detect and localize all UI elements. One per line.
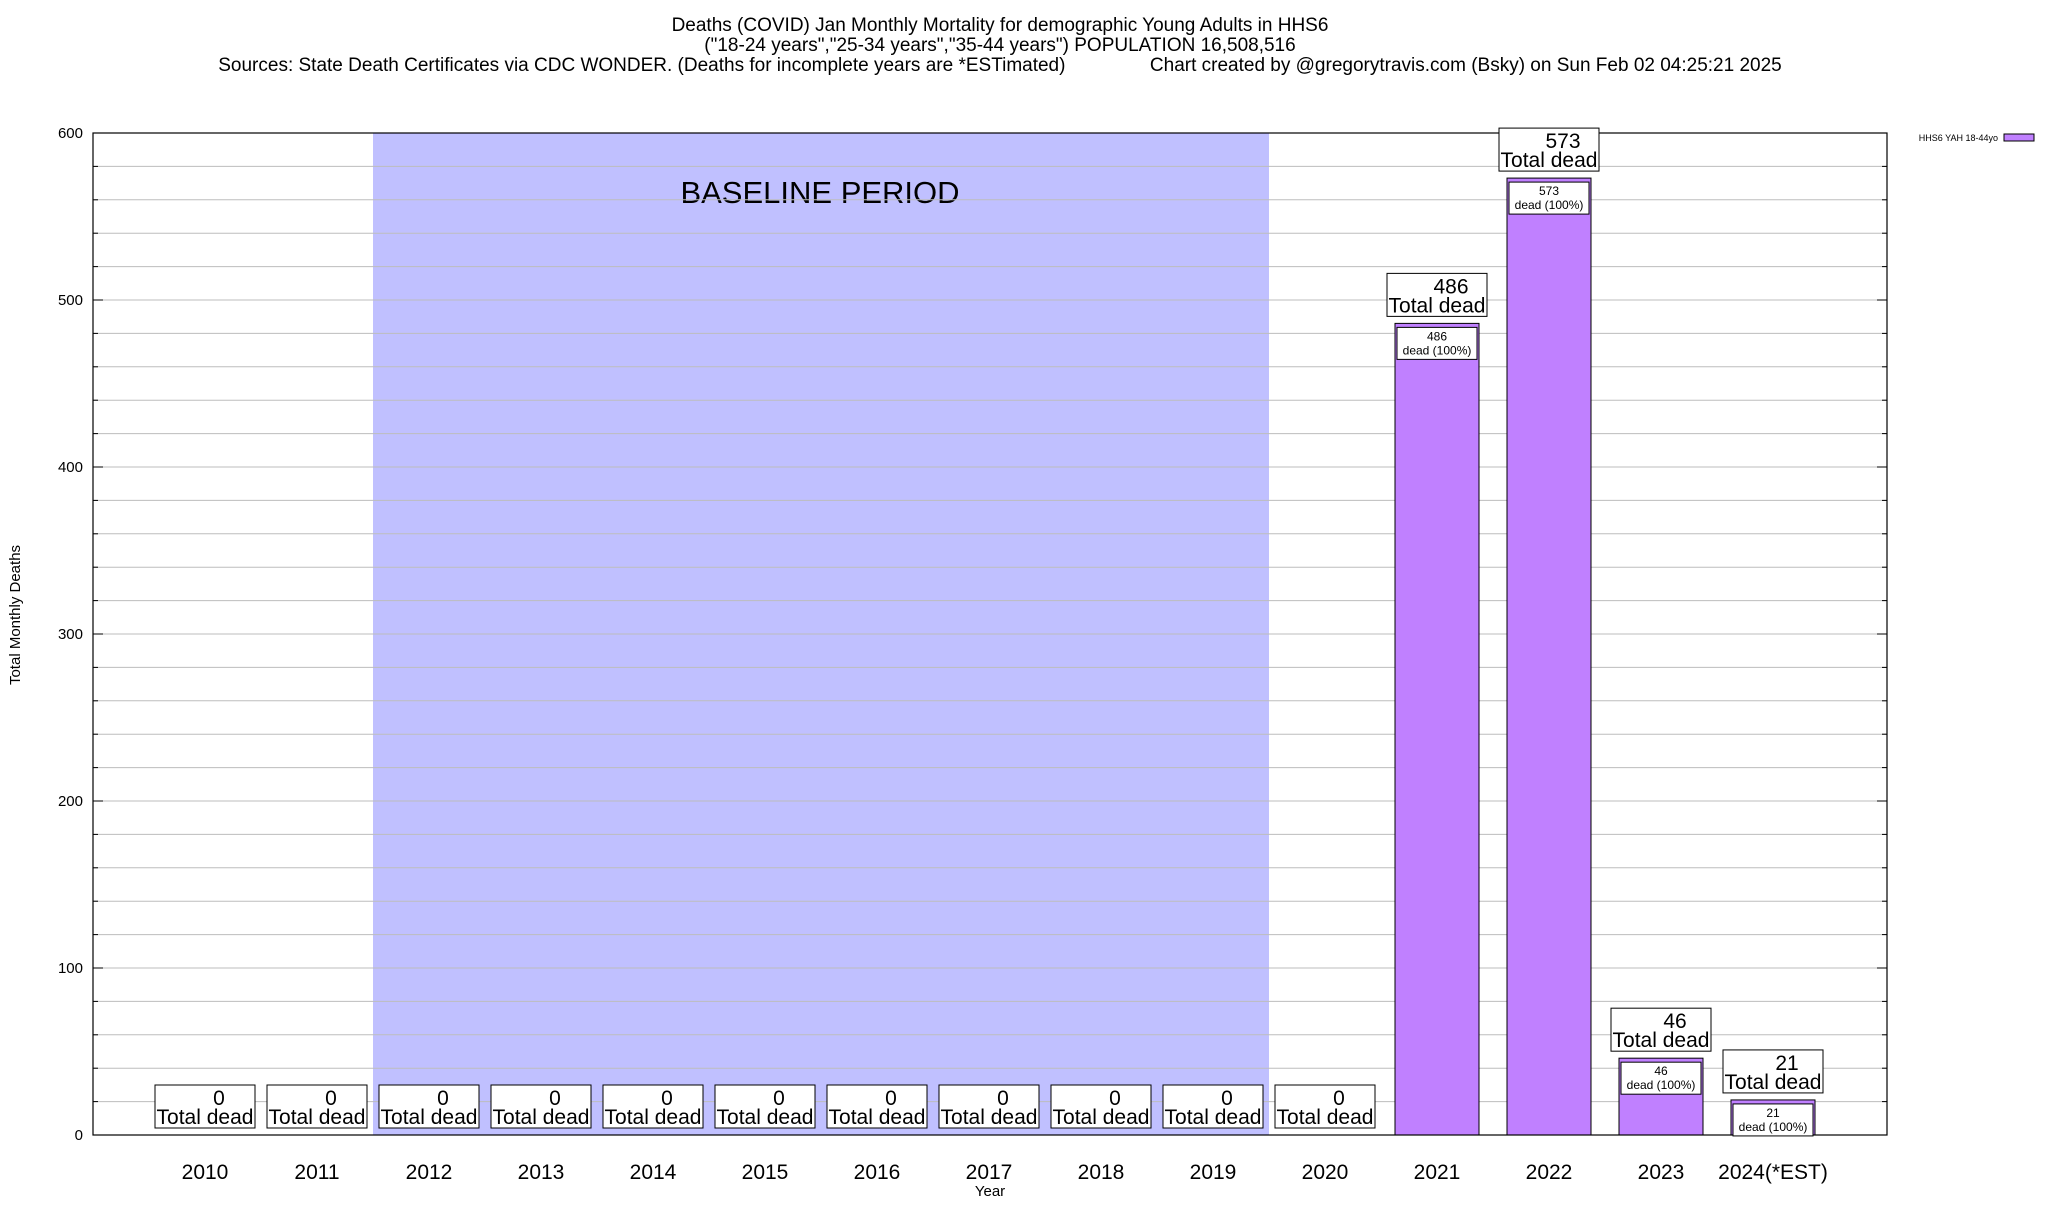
total-dead-label: Total dead xyxy=(605,1106,702,1129)
total-value-label: 0 xyxy=(549,1087,561,1110)
total-value-label: 0 xyxy=(1221,1087,1233,1110)
total-dead-label: Total dead xyxy=(157,1106,254,1129)
inner-value-label: 486 xyxy=(1427,329,1447,343)
inner-value-label: 21 xyxy=(1766,1106,1780,1120)
y-axis-label: Total Monthly Deaths xyxy=(7,545,24,685)
y-tick-label: 500 xyxy=(58,292,83,309)
chart-title-line-2: ("18-24 years","25-34 years","35-44 year… xyxy=(704,35,1295,56)
total-label-box xyxy=(714,1084,816,1129)
inner-label-box xyxy=(1508,181,1590,215)
total-dead-label: Total dead xyxy=(829,1106,926,1129)
total-label-box xyxy=(1050,1084,1152,1129)
total-dead-label: Total dead xyxy=(269,1106,366,1129)
x-tick-label: 2021 xyxy=(1414,1161,1461,1184)
total-dead-label: Total dead xyxy=(1501,149,1598,172)
total-value-label: 46 xyxy=(1663,1010,1686,1033)
total-label-box xyxy=(266,1084,368,1129)
chart-title-line-1: Deaths (COVID) Jan Monthly Mortality for… xyxy=(672,15,1329,36)
inner-value-label: 46 xyxy=(1654,1064,1668,1078)
legend-entry-label: HHS6 YAH 18-44yo xyxy=(1919,133,1998,143)
total-dead-label: Total dead xyxy=(1053,1106,1150,1129)
total-dead-label: Total dead xyxy=(493,1106,590,1129)
total-value-label: 573 xyxy=(1545,130,1580,153)
inner-percent-label: dead (100%) xyxy=(1403,343,1472,357)
total-value-label: 0 xyxy=(997,1087,1009,1110)
inner-percent-label: dead (100%) xyxy=(1739,1120,1808,1134)
total-dead-label: Total dead xyxy=(717,1106,814,1129)
total-value-label: 0 xyxy=(1333,1087,1345,1110)
x-tick-label: 2016 xyxy=(854,1161,901,1184)
total-dead-label: Total dead xyxy=(1389,294,1486,317)
total-label-box xyxy=(378,1084,480,1129)
inner-label-box xyxy=(1732,1103,1814,1137)
total-label-box xyxy=(826,1084,928,1129)
total-dead-label: Total dead xyxy=(381,1106,478,1129)
total-label-box xyxy=(154,1084,256,1129)
inner-value-label: 573 xyxy=(1539,184,1559,198)
x-tick-label: 2013 xyxy=(518,1161,565,1184)
total-value-label: 0 xyxy=(325,1087,337,1110)
x-axis-label: Year xyxy=(975,1183,1005,1200)
bar-2022 xyxy=(1506,177,1592,1136)
x-tick-label: 2017 xyxy=(966,1161,1013,1184)
x-tick-label: 2011 xyxy=(294,1161,339,1184)
total-label-box xyxy=(1386,272,1488,317)
total-label-box xyxy=(1610,1007,1712,1052)
total-dead-label: Total dead xyxy=(1165,1106,1262,1129)
inner-percent-label: dead (100%) xyxy=(1627,1078,1696,1092)
x-tick-label: 2010 xyxy=(182,1161,229,1184)
x-tick-label: 2022 xyxy=(1526,1161,1573,1184)
x-tick-label: 2019 xyxy=(1190,1161,1237,1184)
total-value-label: 0 xyxy=(661,1087,673,1110)
total-label-box xyxy=(490,1084,592,1129)
total-value-label: 0 xyxy=(773,1087,785,1110)
total-dead-label: Total dead xyxy=(941,1106,1038,1129)
y-tick-label: 0 xyxy=(75,1127,83,1144)
total-dead-label: Total dead xyxy=(1277,1106,1374,1129)
total-value-label: 0 xyxy=(885,1087,897,1110)
x-tick-label: 2014 xyxy=(630,1161,677,1184)
x-tick-label: 2012 xyxy=(406,1161,453,1184)
total-value-label: 0 xyxy=(1109,1087,1121,1110)
total-label-box xyxy=(938,1084,1040,1129)
total-value-label: 0 xyxy=(437,1087,449,1110)
total-label-box xyxy=(1274,1084,1376,1129)
y-tick-label: 200 xyxy=(58,793,83,810)
legend-swatch xyxy=(2003,133,2035,142)
total-dead-label: Total dead xyxy=(1725,1071,1822,1094)
y-tick-label: 400 xyxy=(58,459,83,476)
total-value-label: 0 xyxy=(213,1087,225,1110)
y-tick-label: 100 xyxy=(58,960,83,977)
inner-percent-label: dead (100%) xyxy=(1515,198,1584,212)
x-tick-label: 2023 xyxy=(1638,1161,1685,1184)
total-value-label: 486 xyxy=(1433,275,1468,298)
inner-label-box xyxy=(1396,326,1478,360)
y-tick-label: 600 xyxy=(58,125,83,142)
total-label-box xyxy=(1162,1084,1264,1129)
x-tick-label: 2024(*EST) xyxy=(1718,1161,1828,1184)
total-value-label: 21 xyxy=(1775,1052,1798,1075)
x-tick-label: 2015 xyxy=(742,1161,789,1184)
y-tick-label: 300 xyxy=(58,626,83,643)
total-label-box xyxy=(1722,1049,1824,1094)
inner-label-box xyxy=(1620,1061,1702,1095)
chart-title-line-3: Sources: State Death Certificates via CD… xyxy=(218,55,1782,76)
total-label-box xyxy=(1498,127,1600,172)
total-dead-label: Total dead xyxy=(1613,1029,1710,1052)
x-tick-label: 2018 xyxy=(1078,1161,1125,1184)
total-label-box xyxy=(602,1084,704,1129)
x-tick-label: 2020 xyxy=(1302,1161,1349,1184)
bar-2021 xyxy=(1394,322,1480,1136)
baseline-period-label: BASELINE PERIOD xyxy=(680,175,959,210)
